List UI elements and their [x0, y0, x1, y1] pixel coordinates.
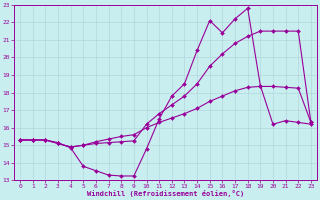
X-axis label: Windchill (Refroidissement éolien,°C): Windchill (Refroidissement éolien,°C) [87, 190, 244, 197]
